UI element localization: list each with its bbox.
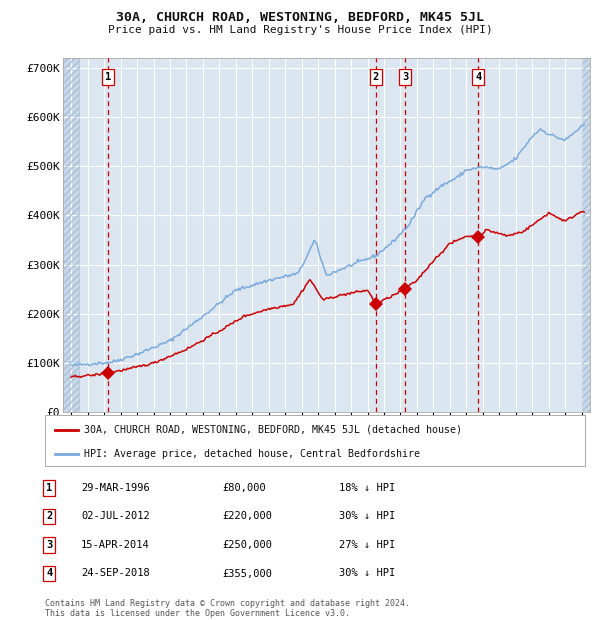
Text: 27% ↓ HPI: 27% ↓ HPI: [339, 540, 395, 550]
Bar: [581, 58, 590, 412]
Text: £355,000: £355,000: [222, 569, 272, 578]
Text: 1: 1: [105, 72, 111, 82]
Text: 30% ↓ HPI: 30% ↓ HPI: [339, 512, 395, 521]
Text: 24-SEP-2018: 24-SEP-2018: [81, 569, 150, 578]
Text: 30% ↓ HPI: 30% ↓ HPI: [339, 569, 395, 578]
Bar: [581, 58, 590, 412]
Text: 15-APR-2014: 15-APR-2014: [81, 540, 150, 550]
Text: 30A, CHURCH ROAD, WESTONING, BEDFORD, MK45 5JL (detached house): 30A, CHURCH ROAD, WESTONING, BEDFORD, MK…: [85, 425, 463, 435]
Text: 1: 1: [46, 483, 52, 493]
Text: 2: 2: [373, 72, 379, 82]
Bar: [63, 58, 79, 412]
Text: £250,000: £250,000: [222, 540, 272, 550]
Text: 3: 3: [402, 72, 409, 82]
Text: 2: 2: [46, 512, 52, 521]
Text: 4: 4: [46, 569, 52, 578]
Text: 30A, CHURCH ROAD, WESTONING, BEDFORD, MK45 5JL: 30A, CHURCH ROAD, WESTONING, BEDFORD, MK…: [116, 11, 484, 24]
Text: Price paid vs. HM Land Registry's House Price Index (HPI): Price paid vs. HM Land Registry's House …: [107, 25, 493, 35]
Text: £80,000: £80,000: [222, 483, 266, 493]
Text: 29-MAR-1996: 29-MAR-1996: [81, 483, 150, 493]
Text: 18% ↓ HPI: 18% ↓ HPI: [339, 483, 395, 493]
Text: 3: 3: [46, 540, 52, 550]
Text: Contains HM Land Registry data © Crown copyright and database right 2024.
This d: Contains HM Land Registry data © Crown c…: [45, 599, 410, 618]
Text: £220,000: £220,000: [222, 512, 272, 521]
Text: 4: 4: [475, 72, 481, 82]
Text: HPI: Average price, detached house, Central Bedfordshire: HPI: Average price, detached house, Cent…: [85, 448, 421, 459]
Bar: [63, 58, 79, 412]
Text: 02-JUL-2012: 02-JUL-2012: [81, 512, 150, 521]
